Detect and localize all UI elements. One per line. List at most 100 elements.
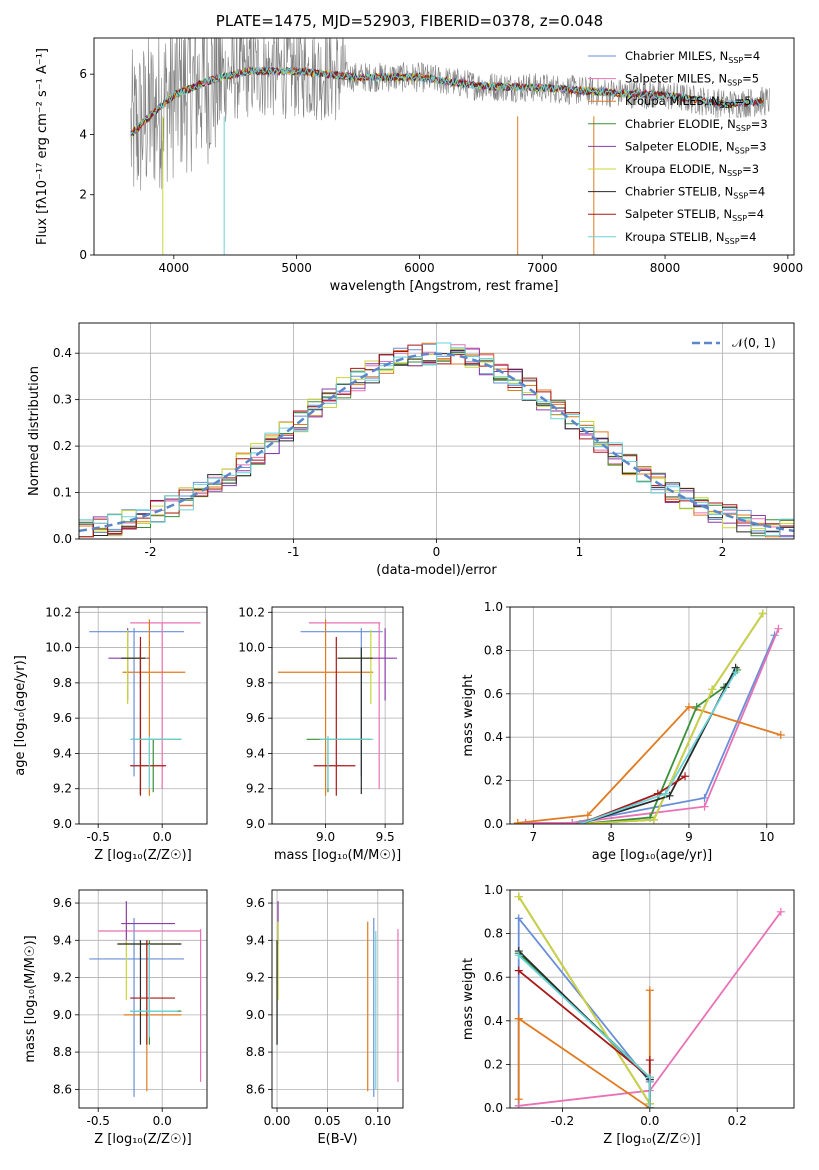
weight-marker bbox=[514, 1095, 523, 1104]
y-tick-label: 10.2 bbox=[238, 605, 265, 619]
axes-frame bbox=[78, 606, 208, 825]
plot-area bbox=[510, 890, 794, 1108]
weight-marker bbox=[645, 986, 654, 995]
figure-title: PLATE=1475, MJD=52903, FIBERID=0378, z=0… bbox=[215, 12, 604, 30]
y-tick-label: 9.8 bbox=[53, 676, 72, 690]
axes-frame bbox=[271, 889, 404, 1109]
weight-line bbox=[517, 990, 651, 1108]
x-tick-label: -1 bbox=[288, 545, 300, 559]
weight-marker bbox=[758, 609, 767, 618]
axes-frame bbox=[509, 606, 795, 825]
y-tick-label: 0.2 bbox=[484, 1057, 503, 1071]
plot-area bbox=[79, 890, 207, 1108]
weight-marker bbox=[514, 892, 523, 901]
weight-marker bbox=[684, 702, 693, 711]
x-axis-label: Z [log₁₀(Z/Z☉)] bbox=[603, 1132, 700, 1147]
y-axis-label: Flux [fλ10⁻¹⁷ erg cm⁻² s⁻¹ A⁻¹] bbox=[35, 48, 50, 245]
y-tick-label: 1.0 bbox=[484, 600, 503, 614]
x-tick-label: 9.5 bbox=[376, 830, 395, 844]
y-tick-label: 9.0 bbox=[53, 1008, 72, 1022]
y-tick-label: 1.0 bbox=[484, 883, 503, 897]
weight-marker bbox=[514, 966, 523, 975]
x-axis-label: mass [log₁₀(M/M☉)] bbox=[274, 848, 401, 863]
legend-entry: Chabrier STELIB, NSSP=4 bbox=[625, 185, 765, 201]
plot-area bbox=[510, 607, 794, 824]
errorbar-point bbox=[108, 628, 150, 701]
y-tick-label: 0.0 bbox=[484, 817, 503, 831]
x-tick-label: 0.2 bbox=[728, 1114, 747, 1128]
y-tick-label: 9.4 bbox=[53, 746, 72, 760]
weight-marker bbox=[774, 624, 783, 633]
y-axis-label: mass [log₁₀(M/M☉)] bbox=[23, 935, 38, 1062]
weight-marker bbox=[513, 818, 522, 824]
legend-entry: 𝒩(0, 1) bbox=[732, 336, 776, 350]
y-tick-label: 4 bbox=[79, 127, 87, 141]
y-tick-label: 0.4 bbox=[484, 730, 503, 744]
weight-marker bbox=[708, 685, 717, 694]
y-axis-label: mass weight bbox=[461, 958, 476, 1040]
y-tick-label: 2 bbox=[79, 188, 87, 202]
errorbar-point bbox=[337, 647, 374, 795]
axes-age-vs-Z: -0.5 0.0 9.0 9.2 9.4 9.6 9.8 10.0 10.2 Z [log₁₀(Z… bbox=[13, 605, 208, 863]
weight-line bbox=[525, 628, 780, 824]
errorbar-point bbox=[130, 940, 182, 1045]
model-line bbox=[130, 65, 764, 135]
y-tick-label: 8.8 bbox=[246, 1045, 265, 1059]
x-tick-label: 4000 bbox=[159, 261, 190, 275]
y-tick-label: 9.6 bbox=[246, 896, 265, 910]
plot-area bbox=[79, 323, 794, 539]
errorbar-point bbox=[319, 735, 374, 789]
plot-area bbox=[272, 890, 403, 1108]
x-tick-label: 0.0 bbox=[153, 1114, 172, 1128]
y-tick-label: 9.0 bbox=[53, 817, 72, 831]
y-tick-label: 9.0 bbox=[246, 817, 265, 831]
axes-frame bbox=[78, 322, 795, 540]
axes-weight-vs-age: 7 8 9 10 0.0 0.2 0.4 0.6 0.8 1.0 age [log₁₀(age/yr… bbox=[461, 600, 795, 863]
errorbar-point bbox=[98, 929, 202, 1082]
axes-frame bbox=[509, 889, 795, 1109]
x-tick-label: 8 bbox=[607, 830, 615, 844]
x-tick-label: -0.5 bbox=[86, 830, 109, 844]
x-tick-label: 0 bbox=[433, 545, 441, 559]
y-tick-label: 8.8 bbox=[53, 1045, 72, 1059]
weight-marker bbox=[692, 702, 701, 711]
weight-line bbox=[517, 896, 651, 1105]
errorbar-point bbox=[117, 940, 181, 1000]
x-tick-label: 0.00 bbox=[264, 1114, 291, 1128]
y-tick-label: 9.4 bbox=[53, 933, 72, 947]
y-tick-label: 9.2 bbox=[246, 971, 265, 985]
y-tick-label: 9.2 bbox=[53, 782, 72, 796]
legend-entry: Kroupa STELIB, NSSP=4 bbox=[625, 230, 756, 246]
y-tick-label: 0.3 bbox=[53, 393, 72, 407]
axes-frame bbox=[271, 606, 404, 825]
x-tick-label: 0.05 bbox=[314, 1114, 341, 1128]
errorbar-point bbox=[130, 735, 182, 789]
y-tick-label: 10.2 bbox=[45, 605, 72, 619]
errorbar-point bbox=[277, 619, 374, 796]
errorbar-point bbox=[123, 940, 182, 1092]
weight-marker bbox=[731, 668, 740, 677]
errorbar-point bbox=[373, 628, 398, 701]
x-tick-label: 7000 bbox=[527, 261, 558, 275]
plot-area bbox=[130, 38, 770, 255]
weight-line bbox=[579, 667, 737, 824]
x-tick-label: 9.0 bbox=[316, 830, 335, 844]
errorbar-point bbox=[337, 629, 374, 705]
y-tick-label: 10.0 bbox=[45, 641, 72, 655]
x-tick-label: -2 bbox=[145, 545, 157, 559]
legend-entry: Chabrier ELODIE, NSSP=3 bbox=[625, 117, 768, 133]
y-tick-label: 0 bbox=[79, 248, 87, 262]
errorbar-point bbox=[89, 628, 184, 777]
errorbar-point bbox=[121, 901, 175, 945]
normal-curve bbox=[79, 352, 794, 533]
x-tick-label: 10 bbox=[759, 830, 774, 844]
y-tick-label: 9.8 bbox=[246, 676, 265, 690]
y-tick-label: 8.6 bbox=[246, 1082, 265, 1096]
x-axis-label: E(B-V) bbox=[317, 1132, 357, 1147]
y-tick-label: 0.2 bbox=[484, 774, 503, 788]
y-tick-label: 0.6 bbox=[484, 970, 503, 984]
y-axis-label: age [log₁₀(age/yr)] bbox=[13, 655, 28, 776]
x-tick-label: 7 bbox=[530, 830, 538, 844]
y-axis-label: Normed distribution bbox=[27, 366, 42, 496]
weight-line bbox=[517, 705, 782, 824]
